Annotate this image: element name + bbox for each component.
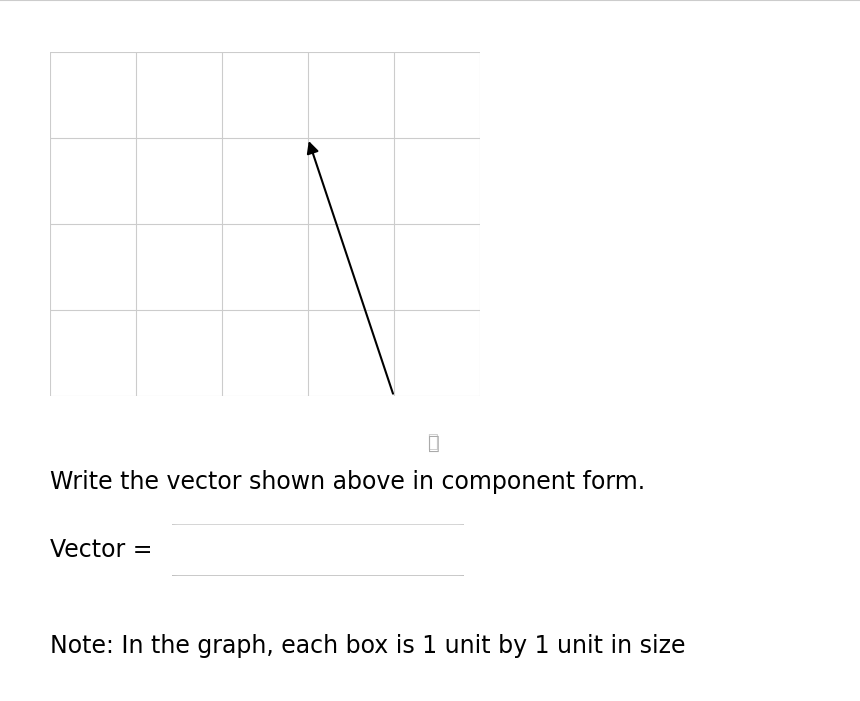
FancyBboxPatch shape bbox=[163, 524, 473, 576]
Text: Vector =: Vector = bbox=[50, 538, 152, 562]
Text: ⌕: ⌕ bbox=[428, 433, 440, 453]
Text: 🔍: 🔍 bbox=[427, 433, 438, 451]
Text: Note: In the graph, each box is 1 unit by 1 unit in size: Note: In the graph, each box is 1 unit b… bbox=[50, 634, 685, 658]
Text: Write the vector shown above in component form.: Write the vector shown above in componen… bbox=[50, 470, 645, 494]
